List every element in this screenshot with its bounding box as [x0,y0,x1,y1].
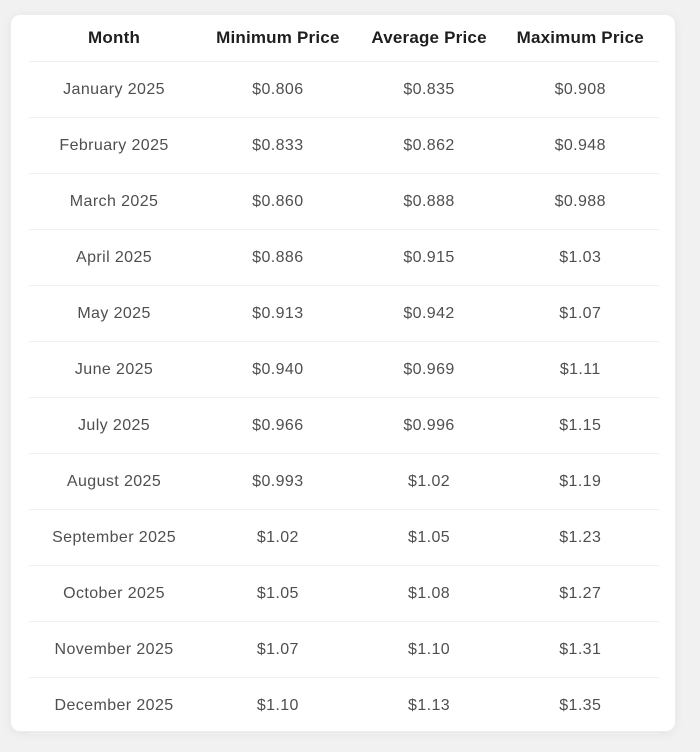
min-price-cell: $0.966 [199,397,357,454]
month-cell: October 2025 [29,565,200,622]
month-cell: July 2025 [29,397,200,454]
min-price-cell: $1.02 [199,509,357,566]
avg-price-cell: $1.05 [356,509,502,566]
price-table-card: Month Minimum Price Average Price Maximu… [10,14,676,734]
min-price-cell: $0.886 [199,229,357,286]
max-price-cell: $1.07 [501,285,659,342]
month-cell: August 2025 [29,453,200,510]
month-cell: June 2025 [29,341,200,398]
min-price-cell: $0.940 [199,341,357,398]
table-row: March 2025 $0.860 $0.888 $0.988 [29,173,659,230]
max-price-cell: $0.948 [501,117,659,174]
min-price-cell: $0.806 [199,61,357,118]
table-row: July 2025 $0.966 $0.996 $1.15 [29,397,659,454]
avg-price-cell: $0.888 [356,173,502,230]
table-row: August 2025 $0.993 $1.02 $1.19 [29,453,659,510]
table-row: April 2025 $0.886 $0.915 $1.03 [29,229,659,286]
table-row: October 2025 $1.05 $1.08 $1.27 [29,565,659,622]
min-price-cell: $1.10 [199,677,357,734]
min-price-cell: $1.05 [199,565,357,622]
min-price-cell: $0.833 [199,117,357,174]
col-header-minimum-price: Minimum Price [199,15,357,62]
table-row: February 2025 $0.833 $0.862 $0.948 [29,117,659,174]
table-row: May 2025 $0.913 $0.942 $1.07 [29,285,659,342]
max-price-cell: $1.03 [501,229,659,286]
avg-price-cell: $0.915 [356,229,502,286]
month-cell: January 2025 [29,61,200,118]
max-price-cell: $1.23 [501,509,659,566]
table-row: December 2025 $1.10 $1.13 $1.35 [29,677,659,734]
min-price-cell: $0.993 [199,453,357,510]
avg-price-cell: $0.835 [356,61,502,118]
month-cell: May 2025 [29,285,200,342]
min-price-cell: $0.913 [199,285,357,342]
avg-price-cell: $0.996 [356,397,502,454]
month-cell: December 2025 [29,677,200,734]
month-cell: March 2025 [29,173,200,230]
month-cell: April 2025 [29,229,200,286]
table-row: January 2025 $0.806 $0.835 $0.908 [29,61,659,118]
month-cell: September 2025 [29,509,200,566]
max-price-cell: $0.988 [501,173,659,230]
table-row: September 2025 $1.02 $1.05 $1.23 [29,509,659,566]
avg-price-cell: $0.942 [356,285,502,342]
month-cell: November 2025 [29,621,200,678]
avg-price-cell: $1.13 [356,677,502,734]
max-price-cell: $0.908 [501,61,659,118]
max-price-cell: $1.19 [501,453,659,510]
table-row: November 2025 $1.07 $1.10 $1.31 [29,621,659,678]
max-price-cell: $1.27 [501,565,659,622]
min-price-cell: $1.07 [199,621,357,678]
monthly-price-table: Month Minimum Price Average Price Maximu… [29,15,659,734]
max-price-cell: $1.11 [501,341,659,398]
min-price-cell: $0.860 [199,173,357,230]
max-price-cell: $1.31 [501,621,659,678]
avg-price-cell: $0.969 [356,341,502,398]
avg-price-cell: $1.02 [356,453,502,510]
table-header-row: Month Minimum Price Average Price Maximu… [29,15,659,62]
table-row: June 2025 $0.940 $0.969 $1.11 [29,341,659,398]
max-price-cell: $1.35 [501,677,659,734]
col-header-month: Month [29,15,200,62]
col-header-maximum-price: Maximum Price [501,15,659,62]
avg-price-cell: $1.08 [356,565,502,622]
month-cell: February 2025 [29,117,200,174]
avg-price-cell: $0.862 [356,117,502,174]
max-price-cell: $1.15 [501,397,659,454]
col-header-average-price: Average Price [356,15,502,62]
avg-price-cell: $1.10 [356,621,502,678]
